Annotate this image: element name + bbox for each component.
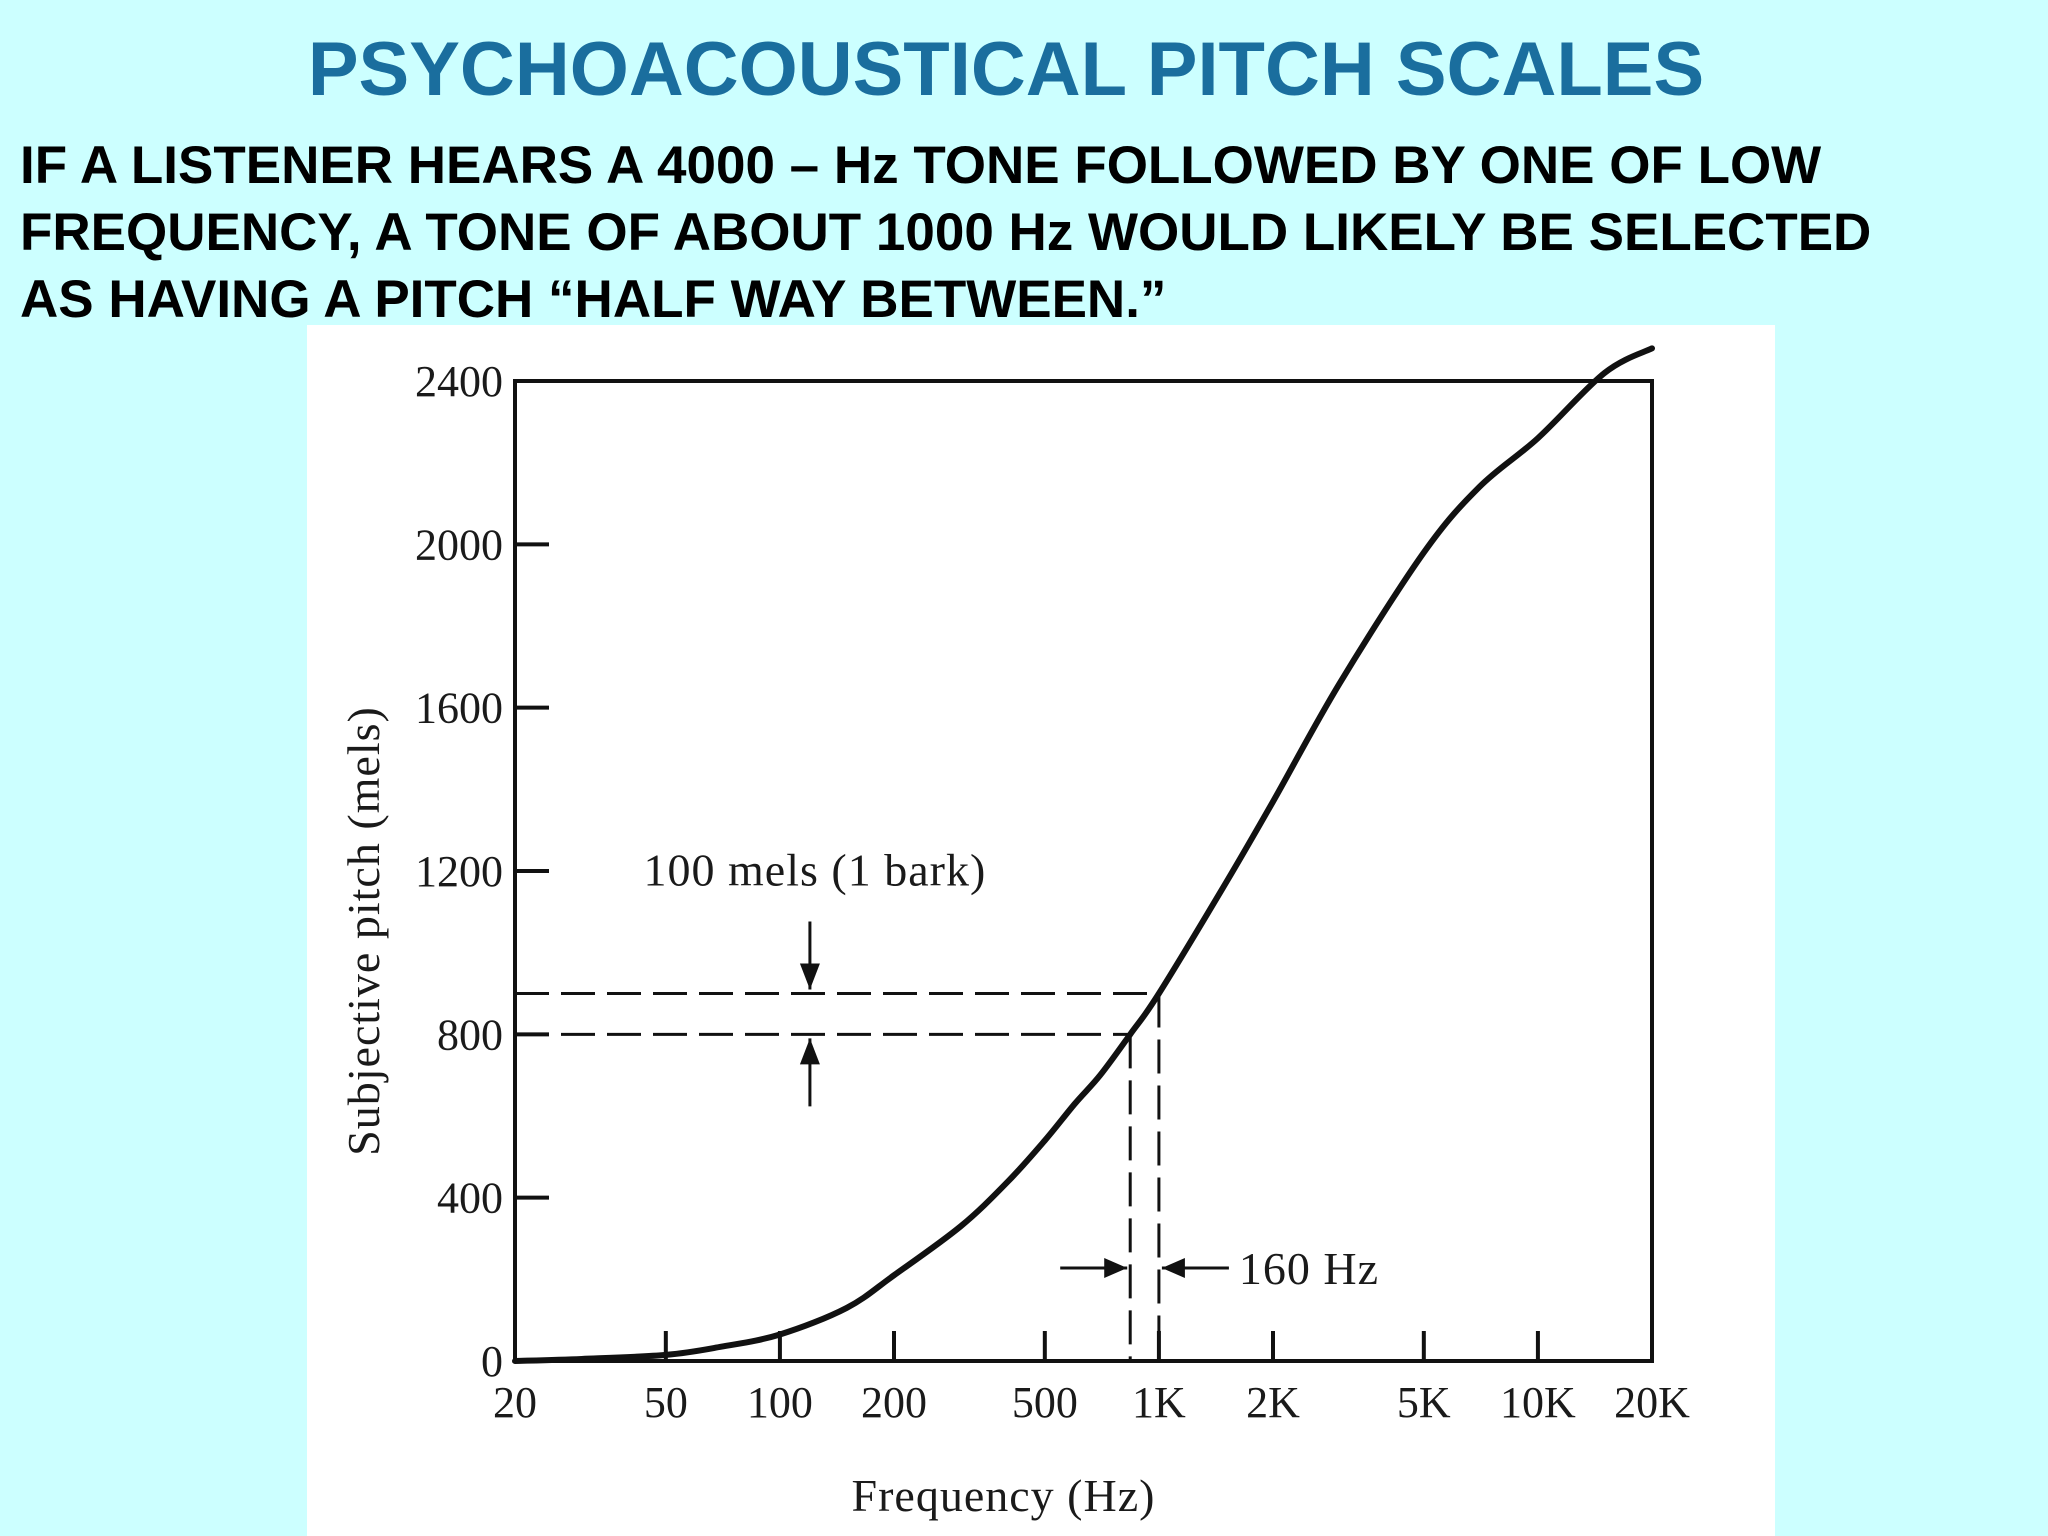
y-tick-label: 1200 (415, 847, 503, 896)
x-tick-label: 500 (1012, 1378, 1078, 1427)
y-tick-label: 0 (481, 1337, 503, 1386)
bark-arrowhead-up (799, 1038, 820, 1065)
y-tick-label: 400 (437, 1174, 503, 1223)
body-line-1: IF A LISTENER HEARS A 4000 – Hz TONE FOL… (20, 136, 1822, 195)
y-tick-label: 800 (437, 1010, 503, 1059)
x-tick-label: 1K (1132, 1378, 1186, 1427)
y-tick-label: 2400 (415, 357, 503, 406)
x-ticks: 20 50 100 200 500 1K 2K 5K 10K 20K (493, 1331, 1690, 1427)
chart-panel: 0 400 800 1200 1600 2000 2400 20 50 100 200 500 1K 2… (307, 325, 1775, 1536)
series-layer (512, 345, 1655, 1364)
x-tick-label: 2K (1246, 1378, 1300, 1427)
y-ticks: 0 400 800 1200 1600 2000 2400 (415, 357, 549, 1386)
x-axis-title: Frequency (Hz) (852, 1470, 1156, 1521)
x-tick-label: 50 (644, 1378, 688, 1427)
y-tick-label: 2000 (415, 520, 503, 569)
x-tick-label: 200 (861, 1378, 927, 1427)
annotations: 100 mels (1 bark) 160 Hz (515, 845, 1379, 1361)
x-tick-label: 5K (1397, 1378, 1451, 1427)
hz-arrowhead-left (1104, 1258, 1128, 1278)
x-tick-label: 100 (747, 1378, 813, 1427)
hz-arrowhead-right (1161, 1258, 1185, 1278)
y-tick-label: 1600 (415, 684, 503, 733)
x-tick-label: 20K (1614, 1378, 1690, 1427)
series-line-0 (512, 345, 1655, 1364)
x-tick-label: 20 (493, 1378, 537, 1427)
slide-title: PSYCHOACOUSTICAL PITCH SCALES (307, 27, 1705, 112)
bark-annotation-label: 100 mels (1 bark) (644, 845, 987, 896)
y-axis-title: Subjective pitch (mels) (338, 706, 389, 1156)
hz-annotation-label: 160 Hz (1239, 1243, 1379, 1294)
x-tick-label: 10K (1500, 1378, 1576, 1427)
slide-body-text: IF A LISTENER HEARS A 4000 – Hz TONE FOL… (20, 132, 2030, 333)
body-line-2: FREQUENCY, A TONE OF ABOUT 1000 Hz WOULD… (20, 203, 1872, 262)
bark-arrowhead-down (799, 963, 820, 990)
body-line-3: AS HAVING A PITCH “HALF WAY BETWEEN.” (20, 270, 1167, 329)
